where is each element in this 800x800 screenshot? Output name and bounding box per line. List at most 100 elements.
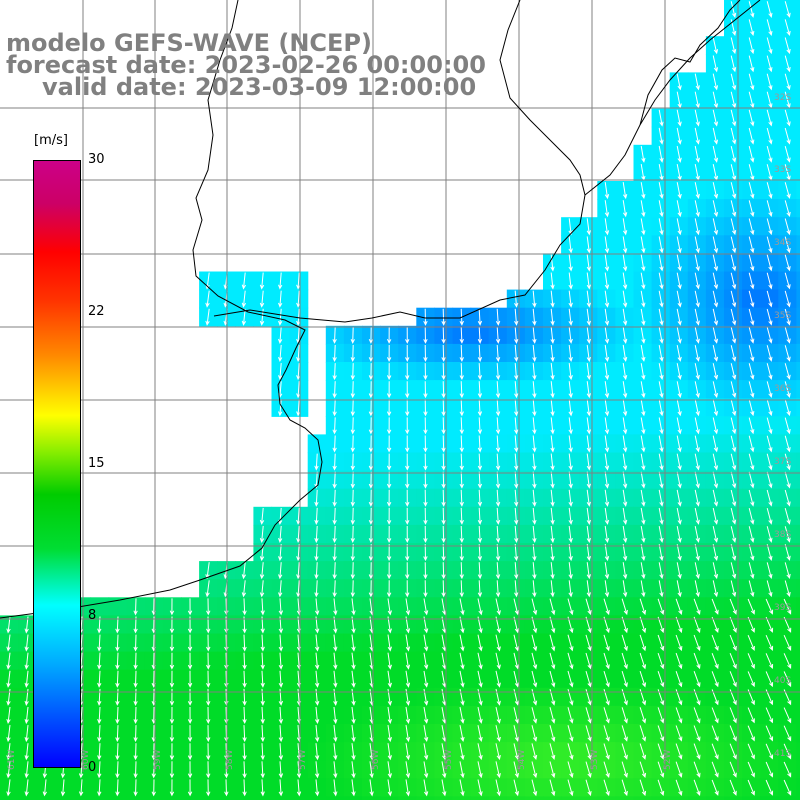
wind-arrow [675, 634, 683, 652]
wind-cell [162, 796, 182, 800]
wind-arrow [405, 580, 410, 598]
wind-arrow [532, 363, 537, 381]
wind-arrow [604, 200, 610, 218]
wind-arrow [622, 200, 628, 218]
wind-arrow [675, 779, 683, 796]
wind-arrow [658, 435, 664, 453]
wind-arrow [640, 345, 646, 362]
wind-arrow [368, 525, 374, 544]
wind-arrow [676, 381, 682, 399]
wind-arrow [368, 435, 374, 453]
wind-arrow [423, 598, 429, 616]
wind-cell [470, 796, 490, 800]
wind-arrow [730, 489, 737, 507]
wind-arrow [568, 471, 573, 489]
wind-arrow [603, 761, 610, 778]
wind-arrow [278, 399, 283, 417]
wind-arrow [567, 761, 574, 779]
wind-arrow [604, 417, 610, 435]
wind-arrow [278, 598, 284, 616]
wind-arrow [6, 706, 11, 725]
wind-arrow [368, 507, 374, 525]
wind-arrow [766, 37, 773, 55]
wind-arrow [748, 381, 755, 399]
wind-arrow [604, 489, 610, 507]
wind-arrow [351, 725, 356, 743]
wind-arrow [241, 308, 247, 326]
wind-arrow [765, 707, 774, 724]
wind-cell [253, 796, 273, 800]
wind-arrow [423, 670, 429, 688]
wind-arrow [423, 652, 429, 670]
wind-arrow [622, 453, 628, 471]
wind-arrow [586, 453, 591, 471]
wind-arrow [532, 381, 537, 399]
latitude-label: 40S [774, 676, 791, 686]
wind-arrow [531, 670, 538, 688]
wind-arrow [350, 525, 355, 544]
wind-arrow [567, 634, 574, 652]
latitude-label: 34S [774, 238, 791, 248]
wind-arrow [495, 670, 501, 688]
wind-arrow [729, 707, 737, 724]
wind-arrow [369, 761, 374, 779]
wind-arrow [712, 525, 719, 543]
wind-arrow [712, 218, 719, 236]
wind-arrow [332, 344, 337, 363]
wind-arrow [259, 562, 265, 580]
wind-arrow [658, 308, 664, 326]
wind-arrow [658, 127, 664, 145]
wind-arrow [712, 182, 719, 200]
wind-arrow [604, 236, 610, 254]
wind-arrow [477, 580, 483, 598]
wind-arrow [532, 544, 537, 562]
wind-arrow [459, 598, 465, 616]
wind-arrow [405, 507, 410, 525]
wind-arrow [332, 381, 337, 399]
wind-cell [796, 162, 800, 182]
wind-arrow [586, 562, 591, 580]
wind-arrow [730, 91, 737, 109]
wind-arrow [711, 743, 719, 760]
wind-cell [398, 796, 417, 800]
wind-arrow [622, 363, 628, 381]
wind-arrow [133, 779, 138, 797]
wind-arrow [748, 417, 755, 435]
wind-arrow [729, 653, 737, 670]
wind-arrow [658, 489, 664, 507]
wind-arrow [169, 779, 175, 797]
wind-arrow [495, 525, 501, 544]
wind-arrow [622, 344, 628, 363]
wind-cell [796, 343, 800, 363]
wind-cell [307, 796, 327, 800]
wind-arrow [549, 779, 556, 797]
wind-arrow [386, 453, 392, 471]
wind-arrow [459, 634, 465, 652]
wind-arrow [766, 236, 773, 254]
wind-arrow [477, 544, 483, 562]
wind-arrow [748, 562, 755, 580]
wind-arrow [459, 670, 465, 688]
wind-arrow [495, 471, 501, 489]
wind-arrow [730, 254, 737, 272]
wind-arrow [6, 761, 11, 779]
wind-arrow [514, 363, 519, 381]
wind-arrow [24, 743, 29, 761]
wind-arrow [278, 562, 283, 580]
wind-arrow [477, 417, 483, 435]
wind-arrow [531, 761, 538, 779]
wind-arrow [514, 507, 519, 525]
wind-arrow [694, 272, 700, 290]
wind-arrow [423, 399, 428, 417]
wind-arrow [568, 435, 573, 453]
wind-arrow [549, 743, 556, 761]
wind-arrow [676, 435, 682, 453]
wind-arrow [766, 91, 773, 109]
wind-arrow [676, 200, 682, 218]
wind-cell [416, 796, 435, 800]
wind-arrow [712, 145, 719, 163]
wind-arrow [712, 308, 719, 326]
wind-arrow [658, 345, 664, 362]
wind-arrow [658, 526, 664, 543]
wind-arrow [513, 725, 519, 742]
